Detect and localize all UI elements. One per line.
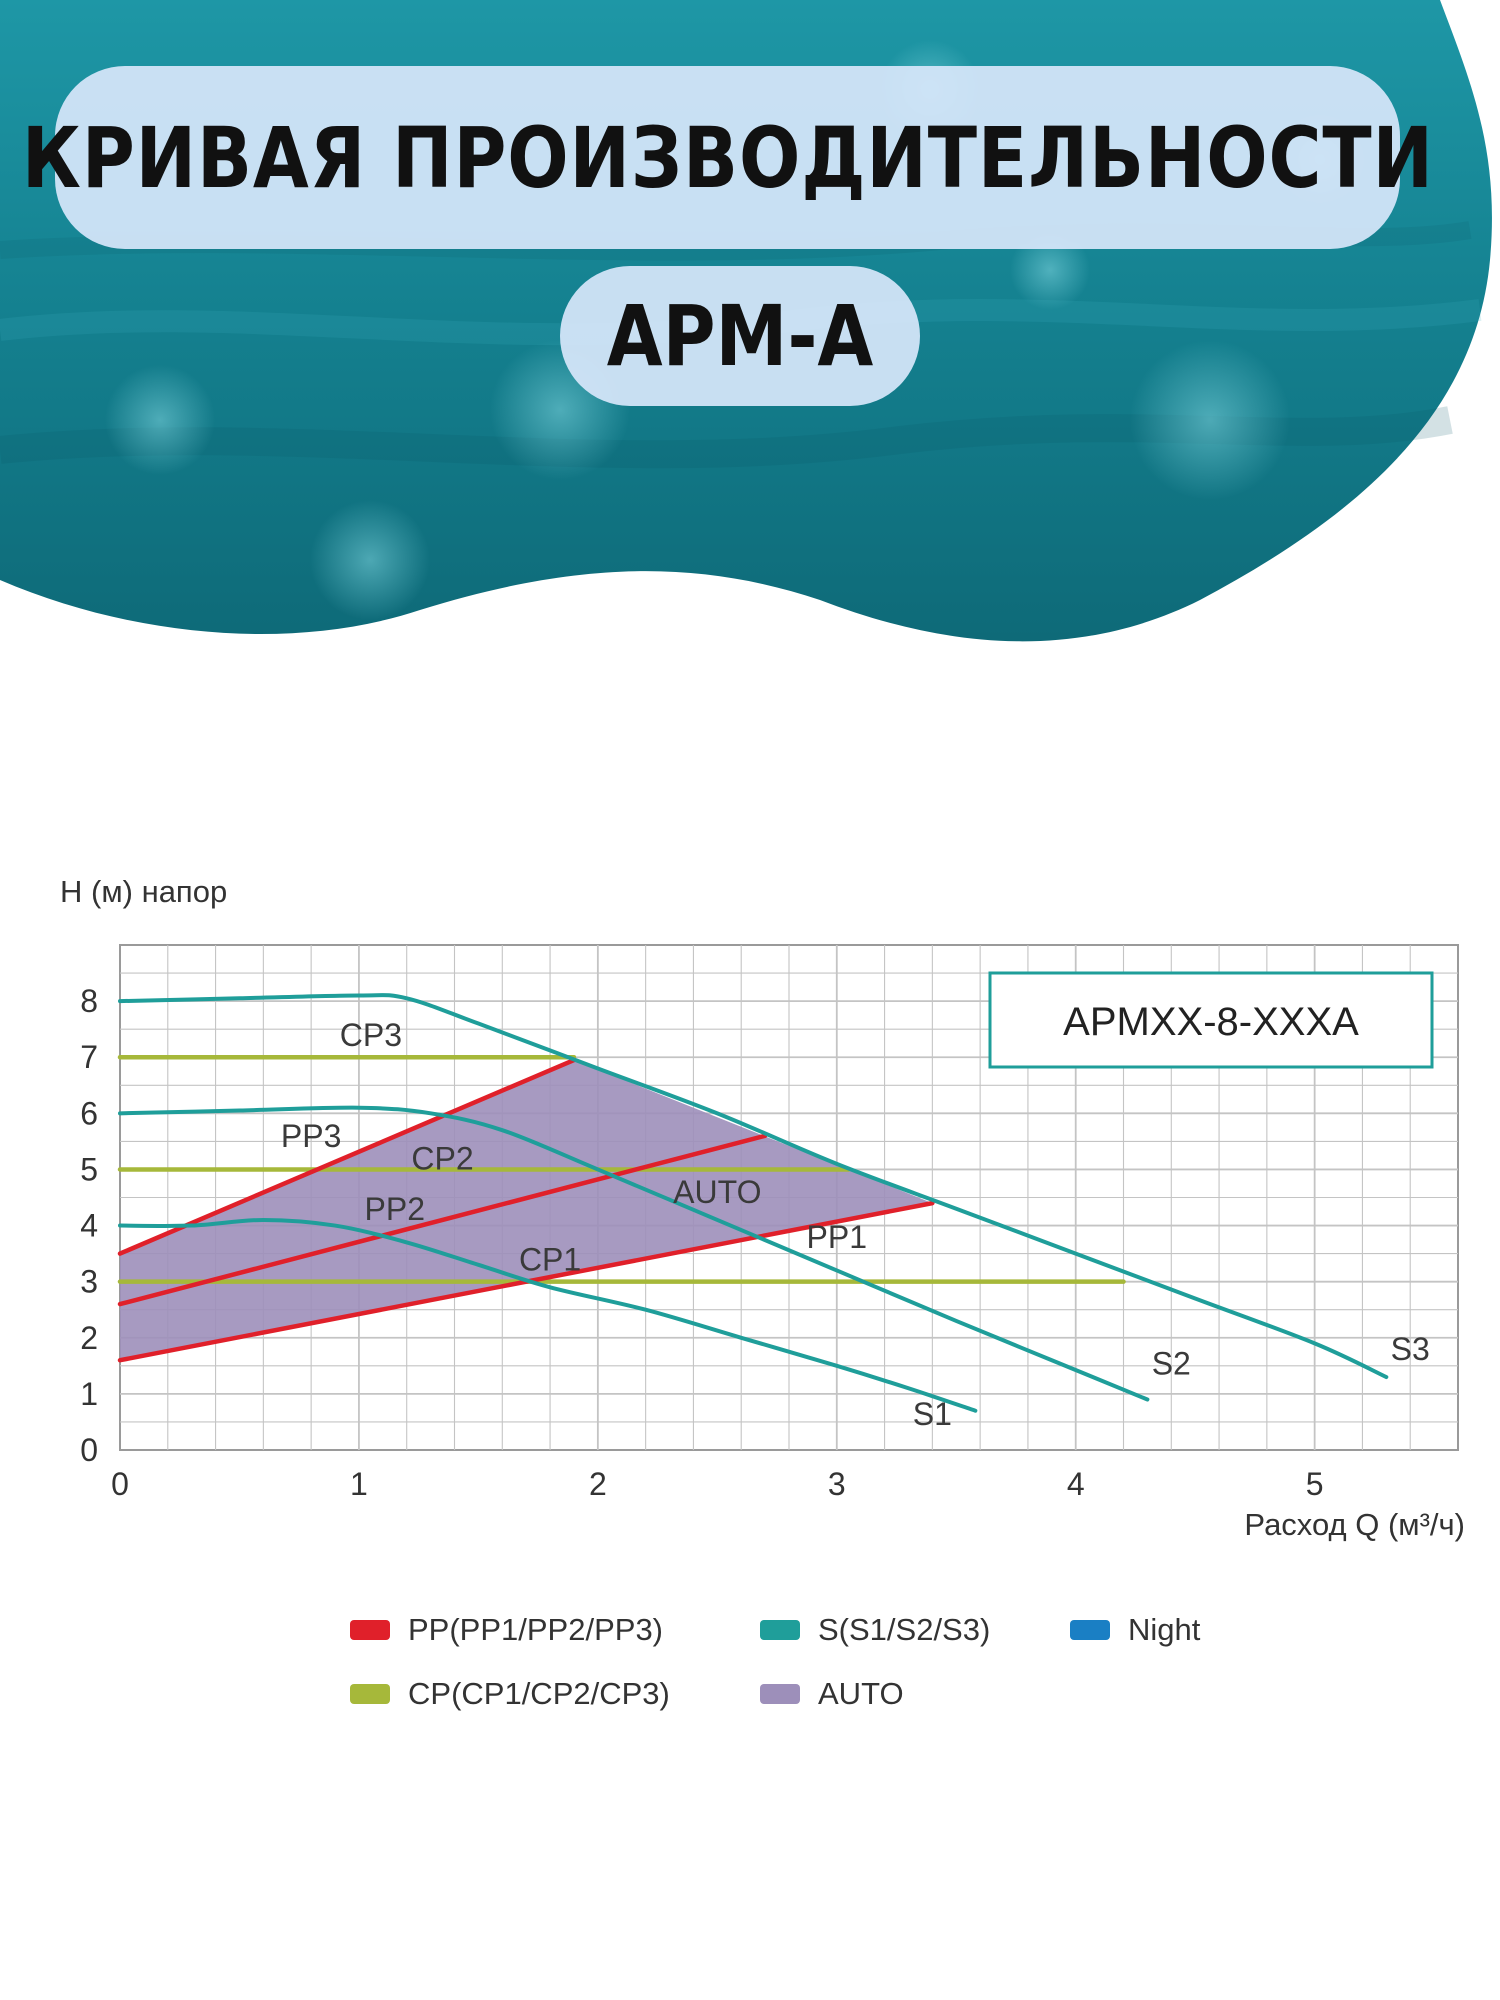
- tick-labels: 0 1 2 3 4 5 0 1 2 3 4 5 6 7 8: [80, 983, 1323, 1502]
- subtitle-pill: APM-A: [560, 266, 920, 406]
- y-tick-label: 1: [80, 1376, 98, 1412]
- annotation-cp3: CP3: [340, 1017, 402, 1053]
- annotation-pp3: PP3: [281, 1118, 341, 1154]
- y-tick-label: 0: [80, 1432, 98, 1468]
- legend-swatch: [350, 1620, 390, 1640]
- x-tick-label: 0: [111, 1466, 129, 1502]
- legend-item-cp: CP(CP1/CP2/CP3): [350, 1676, 670, 1712]
- model-label-box: APMXX-8-XXXA: [988, 971, 1434, 1069]
- legend-item-night: Night: [1070, 1612, 1200, 1648]
- annotation-pp1: PP1: [807, 1219, 867, 1255]
- y-tick-label: 7: [80, 1039, 98, 1075]
- page-subtitle: APM-A: [606, 287, 874, 385]
- y-tick-label: 2: [80, 1320, 98, 1356]
- auto-region-layer: [120, 1060, 933, 1361]
- title-pill: КРИВАЯ ПРОИЗВОДИТЕЛЬНОСТИ: [22, 66, 1433, 249]
- curve-annotations: CP3 PP3 CP2 AUTO PP2 PP1 CP1 S1 S2 S3: [281, 1017, 1430, 1432]
- y-axis-label: H (м) напор: [60, 874, 227, 909]
- series-line-s3: [118, 993, 1389, 1380]
- auto-region: [120, 1060, 933, 1361]
- series-layer: [117, 993, 1389, 1413]
- series-line-s2: [118, 1105, 1150, 1402]
- x-tick-label: 3: [828, 1466, 846, 1502]
- legend-swatch: [1070, 1620, 1110, 1640]
- y-tick-label: 6: [80, 1095, 98, 1131]
- x-tick-label: 1: [350, 1466, 368, 1502]
- legend-label: CP(CP1/CP2/CP3): [408, 1676, 670, 1711]
- legend-label: AUTO: [818, 1676, 904, 1711]
- y-tick-label: 3: [80, 1264, 98, 1300]
- legend-swatch: [760, 1684, 800, 1704]
- series-line-s1: [118, 1217, 978, 1413]
- legend-label: S(S1/S2/S3): [818, 1612, 991, 1647]
- legend-label: Night: [1128, 1612, 1201, 1647]
- y-tick-label: 4: [80, 1208, 98, 1244]
- chart-legend: PP(PP1/PP2/PP3) S(S1/S2/S3) Night CP(CP1/CP…: [350, 1612, 1350, 1752]
- performance-chart: 0 1 2 3 4 5 0 1 2 3 4 5 6 7 8 CP3 PP3 CP2 AUTO PP2 PP1 CP1 S1…: [60, 874, 1465, 1542]
- legend-item-s: S(S1/S2/S3): [760, 1612, 990, 1648]
- annotation-auto: AUTO: [673, 1174, 761, 1210]
- model-label: APMXX-8-XXXA: [1063, 1000, 1359, 1044]
- annotation-s3: S3: [1391, 1331, 1430, 1367]
- annotation-s2: S2: [1152, 1345, 1191, 1381]
- x-tick-label: 4: [1067, 1466, 1085, 1502]
- legend-label: PP(PP1/PP2/PP3): [408, 1612, 664, 1647]
- annotation-pp2: PP2: [365, 1191, 425, 1227]
- legend-item-pp: PP(PP1/PP2/PP3): [350, 1612, 663, 1648]
- x-tick-label: 2: [589, 1466, 607, 1502]
- page-title: КРИВАЯ ПРОИЗВОДИТЕЛЬНОСТИ: [21, 108, 1434, 207]
- legend-swatch: [350, 1684, 390, 1704]
- annotation-cp2: CP2: [411, 1140, 473, 1176]
- y-tick-label: 5: [80, 1151, 98, 1187]
- series-line-pp3: [117, 1057, 577, 1256]
- annotation-s1: S1: [913, 1396, 952, 1432]
- legend-swatch: [760, 1620, 800, 1640]
- legend-item-auto: AUTO: [760, 1676, 904, 1712]
- annotation-cp1: CP1: [519, 1241, 581, 1277]
- x-axis-label: Расход Q (м³/ч): [1244, 1507, 1465, 1542]
- x-tick-label: 5: [1306, 1466, 1324, 1502]
- series-line-pp2: [117, 1133, 768, 1307]
- y-tick-label: 8: [80, 983, 98, 1019]
